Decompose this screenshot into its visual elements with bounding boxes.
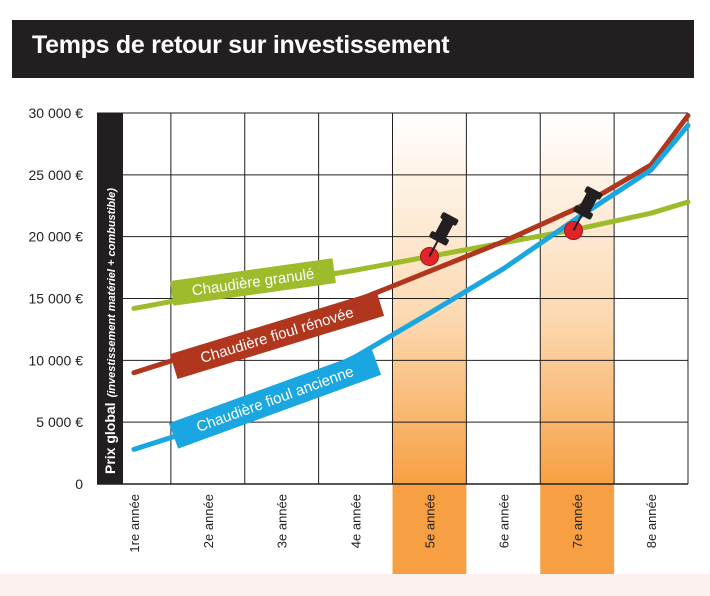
series-label-bg (169, 290, 385, 380)
x-tick-label: 3e année (275, 494, 290, 548)
x-tick-label: 6e année (496, 494, 511, 548)
x-tick-label: 1re année (127, 494, 142, 553)
x-tick-label: 4e année (349, 494, 364, 548)
pushpin-icon (428, 212, 459, 257)
y-tick-label: 15 000 € (29, 291, 84, 307)
pushpin-icon (572, 186, 603, 231)
title-bar: Temps de retour sur investissement (12, 20, 694, 78)
pushpin-head (584, 186, 603, 200)
highlight-label-bg (392, 484, 467, 574)
chart-title: Temps de retour sur investissement (32, 31, 450, 59)
y-axis-label: Prix global (investissement matériel + co… (102, 188, 118, 474)
pushpin-body (434, 218, 454, 239)
x-tick-label: 2e année (201, 494, 216, 548)
y-axis-band (97, 113, 123, 484)
pushpin-base (429, 231, 449, 246)
highlight-label-bg (540, 484, 615, 574)
series-label: Chaudière fioul ancienne (194, 363, 356, 436)
series-label-bg (168, 349, 382, 449)
y-tick-label: 0 (75, 476, 83, 492)
pushpin-needle (572, 214, 583, 231)
y-tick-label: 10 000 € (29, 352, 84, 368)
pushpin-base (573, 205, 593, 220)
y-axis-label-sub: (investissement matériel + combustible) (106, 188, 118, 398)
x-tick-label: 5e année (422, 494, 437, 548)
y-tick-label: 20 000 € (29, 229, 84, 245)
footer-band (0, 574, 710, 596)
pushpin-body (578, 192, 598, 213)
y-tick-label: 5 000 € (36, 414, 83, 430)
y-tick-label: 30 000 € (29, 105, 84, 121)
series-label: Chaudière fioul rénovée (199, 304, 356, 367)
pushpin-head (440, 212, 459, 226)
x-tick-label: 7e année (570, 494, 585, 548)
y-axis-label-main: Prix global (102, 402, 118, 474)
series-label-bg (170, 258, 336, 306)
y-tick-label: 25 000 € (29, 167, 84, 183)
pushpin-needle (428, 240, 439, 257)
x-tick-label: 8e année (644, 494, 659, 548)
